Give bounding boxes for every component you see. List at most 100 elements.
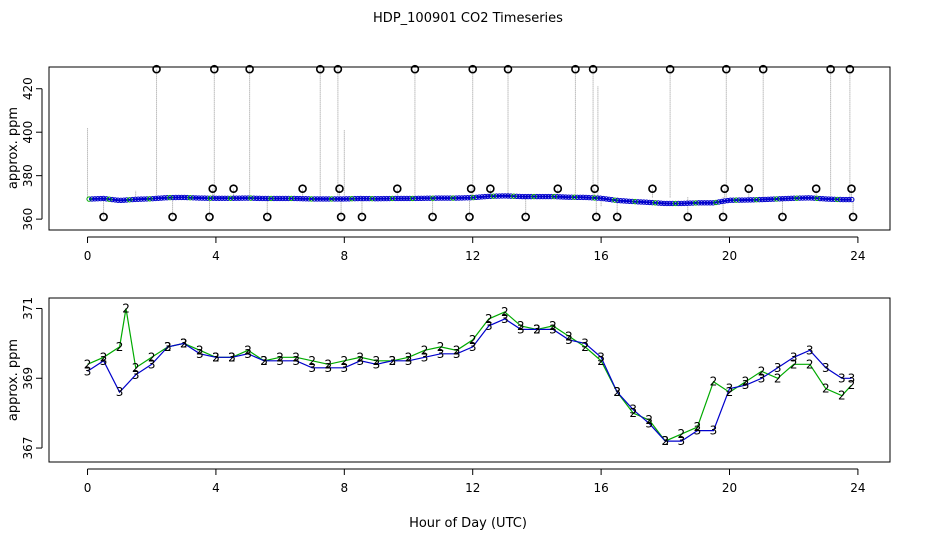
baseline-point — [190, 195, 196, 201]
baseline-point — [695, 200, 702, 206]
baseline-point — [363, 195, 370, 202]
series-2-point: 2 — [774, 371, 782, 385]
series-3-point: 3 — [373, 357, 381, 371]
bottom-panel-y-axis: 367 369 371 — [21, 297, 43, 459]
baseline-point — [617, 197, 624, 204]
series-2-point: 2 — [822, 382, 830, 396]
baseline-point — [597, 195, 604, 201]
outlier-point — [571, 64, 580, 74]
series-2-point: 2 — [549, 319, 557, 333]
baseline-point — [395, 195, 401, 202]
baseline-point — [161, 195, 167, 201]
series-3-point: 3 — [389, 354, 397, 368]
baseline-point — [817, 195, 823, 202]
outlier-point — [335, 184, 344, 194]
baseline-point — [245, 195, 251, 201]
baseline-point — [531, 193, 537, 200]
baseline-point — [667, 200, 673, 207]
baseline-point — [797, 195, 803, 201]
baseline-point — [386, 195, 393, 202]
baseline-point — [167, 194, 173, 201]
baseline-point — [733, 197, 739, 203]
baseline-point — [230, 195, 237, 201]
baseline-point — [828, 196, 835, 202]
baseline-point — [173, 194, 179, 201]
outlier-point — [591, 212, 601, 222]
baseline-point — [678, 200, 685, 207]
baseline-point — [846, 196, 852, 203]
series-2-point: 2 — [292, 350, 300, 364]
series-2-point: 2 — [373, 354, 381, 368]
baseline-point — [430, 195, 436, 201]
baseline-point — [213, 195, 219, 201]
bottom-panel-series-lines — [87, 308, 852, 442]
baseline-point — [375, 195, 381, 202]
baseline-point — [658, 200, 664, 206]
baseline-point — [649, 199, 656, 206]
series-3-point: 3 — [469, 340, 477, 354]
series-3-point: 3 — [116, 385, 124, 399]
baseline-point — [135, 196, 141, 202]
baseline-point — [574, 194, 581, 200]
series-3-point: 3 — [405, 354, 413, 368]
outlier-point — [811, 184, 821, 194]
series-3-point: 3 — [212, 350, 220, 364]
baseline-point — [730, 197, 737, 203]
baseline-point — [615, 197, 621, 204]
series-2-point: 2 — [357, 350, 365, 364]
baseline-point — [820, 196, 826, 202]
baseline-point — [762, 196, 768, 203]
baseline-point — [366, 195, 373, 202]
outlier-point — [336, 212, 346, 222]
series-3-point: 3 — [196, 347, 204, 361]
baseline-point — [825, 196, 832, 202]
outlier-point — [99, 212, 108, 222]
baseline-point — [256, 195, 263, 202]
series-2-point: 2 — [533, 322, 541, 336]
baseline-point — [502, 193, 508, 199]
y-tick-label: 369 — [21, 367, 35, 390]
baseline-point — [487, 193, 494, 199]
baseline-point — [412, 195, 419, 202]
baseline-point — [187, 194, 193, 201]
series-2-point: 2 — [645, 413, 653, 427]
series-3-point: 3 — [597, 350, 605, 364]
baseline-point — [331, 196, 338, 202]
series-2-point: 2 — [122, 301, 130, 315]
baseline-point — [600, 195, 607, 202]
top-panel-y-axis: 360 380 400 420 — [21, 77, 43, 231]
baseline-point — [398, 195, 404, 202]
series-3-point: 3 — [180, 336, 188, 350]
baseline-point — [138, 196, 144, 202]
baseline-point — [340, 196, 347, 202]
outlier-point — [665, 64, 675, 74]
x-tick-label: 20 — [722, 481, 737, 495]
baseline-point — [493, 193, 500, 199]
series-3-point: 3 — [276, 354, 284, 368]
baseline-point — [305, 196, 312, 202]
series-2-point: 2 — [244, 343, 252, 357]
baseline-point — [771, 196, 777, 202]
baseline-point — [112, 197, 118, 203]
baseline-point — [326, 196, 332, 202]
series-2-point: 2 — [806, 357, 814, 371]
baseline-point — [672, 200, 679, 207]
baseline-point — [115, 197, 121, 203]
baseline-point — [808, 195, 815, 201]
baseline-point — [785, 195, 791, 202]
series-2-point: 2 — [228, 350, 236, 364]
x-tick-label: 4 — [212, 481, 220, 495]
baseline-point — [236, 195, 243, 201]
baseline-point — [447, 195, 453, 201]
baseline-point — [126, 197, 133, 203]
series-3-point: 3 — [421, 350, 429, 364]
series-3-point: 3 — [84, 364, 92, 378]
baseline-point — [643, 199, 650, 205]
baseline-point — [681, 200, 687, 207]
baseline-point — [849, 196, 855, 203]
baseline-point — [485, 193, 491, 200]
series-3-point: 3 — [661, 434, 669, 448]
outlier-point — [315, 64, 325, 74]
baseline-point — [612, 197, 618, 203]
